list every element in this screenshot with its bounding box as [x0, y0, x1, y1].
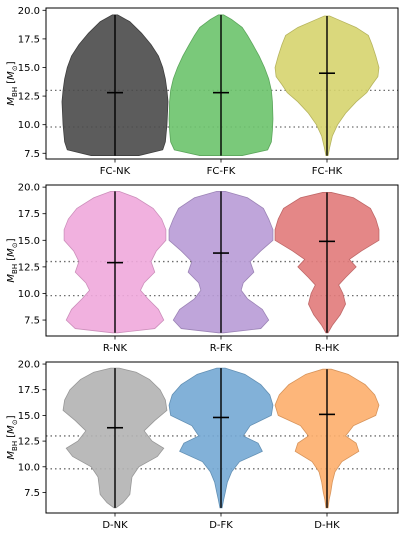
y-axis-label: MBH [M⊙]: [6, 415, 19, 459]
violin-fc-hk: [274, 15, 380, 156]
y-tick-label: 17.5: [18, 385, 40, 396]
y-tick-label: 7.5: [24, 488, 40, 499]
violin-d-nk: [62, 367, 168, 509]
y-tick-label: 12.5: [18, 92, 40, 103]
x-tick-label: R-HK: [315, 343, 340, 354]
panel-2: 7.5 10.0 12.5 15.0 17.5 20.0 R-NK R-FK R-HK MBH […: [6, 183, 399, 354]
violin-r-nk: [63, 190, 167, 334]
x-tick-label: R-FK: [210, 343, 233, 354]
violin-fc-nk: [61, 14, 169, 156]
y-tick-label: 17.5: [18, 34, 40, 45]
y-axis-label: MBH [M⊙]: [6, 238, 19, 282]
axes-frame: [45, 184, 399, 337]
y-tick-label: 15.0: [18, 63, 40, 74]
y-tick-label: 20.0: [18, 360, 40, 371]
violin-d-hk: [274, 368, 380, 509]
x-tick-label: FC-HK: [312, 166, 343, 177]
panel-3: 7.5 10.0 12.5 15.0 17.5 20.0 D-NK D-FK D-HK MBH […: [6, 360, 399, 531]
violin-d-fk: [168, 367, 274, 509]
y-tick-label: 15.0: [18, 236, 40, 247]
x-tick-label: R-NK: [103, 343, 128, 354]
axes-frame: [45, 7, 399, 160]
violin-r-hk: [274, 192, 380, 334]
y-tick-label: 7.5: [24, 316, 40, 327]
y-tick-label: 20.0: [18, 6, 40, 17]
y-tick-label: 7.5: [24, 149, 40, 160]
panel-1: 7.5 10.0 12.5 15.0 17.5 20.0 FC-NK FC-FK FC-HK MB…: [6, 6, 399, 177]
violin-r-fk: [168, 190, 274, 334]
x-tick-label: D-FK: [209, 520, 233, 531]
y-tick-label: 10.0: [18, 462, 40, 473]
violin-fc-fk: [168, 14, 274, 156]
y-tick-label: 15.0: [18, 411, 40, 422]
x-tick-label: FC-FK: [207, 166, 236, 177]
x-tick-label: FC-NK: [100, 166, 131, 177]
axes-frame: [45, 361, 399, 514]
y-tick-label: 20.0: [18, 183, 40, 194]
y-tick-label: 12.5: [18, 437, 40, 448]
x-tick-label: D-HK: [314, 520, 340, 531]
y-tick-label: 10.0: [18, 289, 40, 300]
x-tick-label: D-NK: [102, 520, 128, 531]
y-tick-label: 12.5: [18, 262, 40, 273]
y-tick-label: 17.5: [18, 209, 40, 220]
y-tick-label: 10.0: [18, 120, 40, 131]
y-axis-label: MBH [M⊙]: [6, 61, 19, 105]
